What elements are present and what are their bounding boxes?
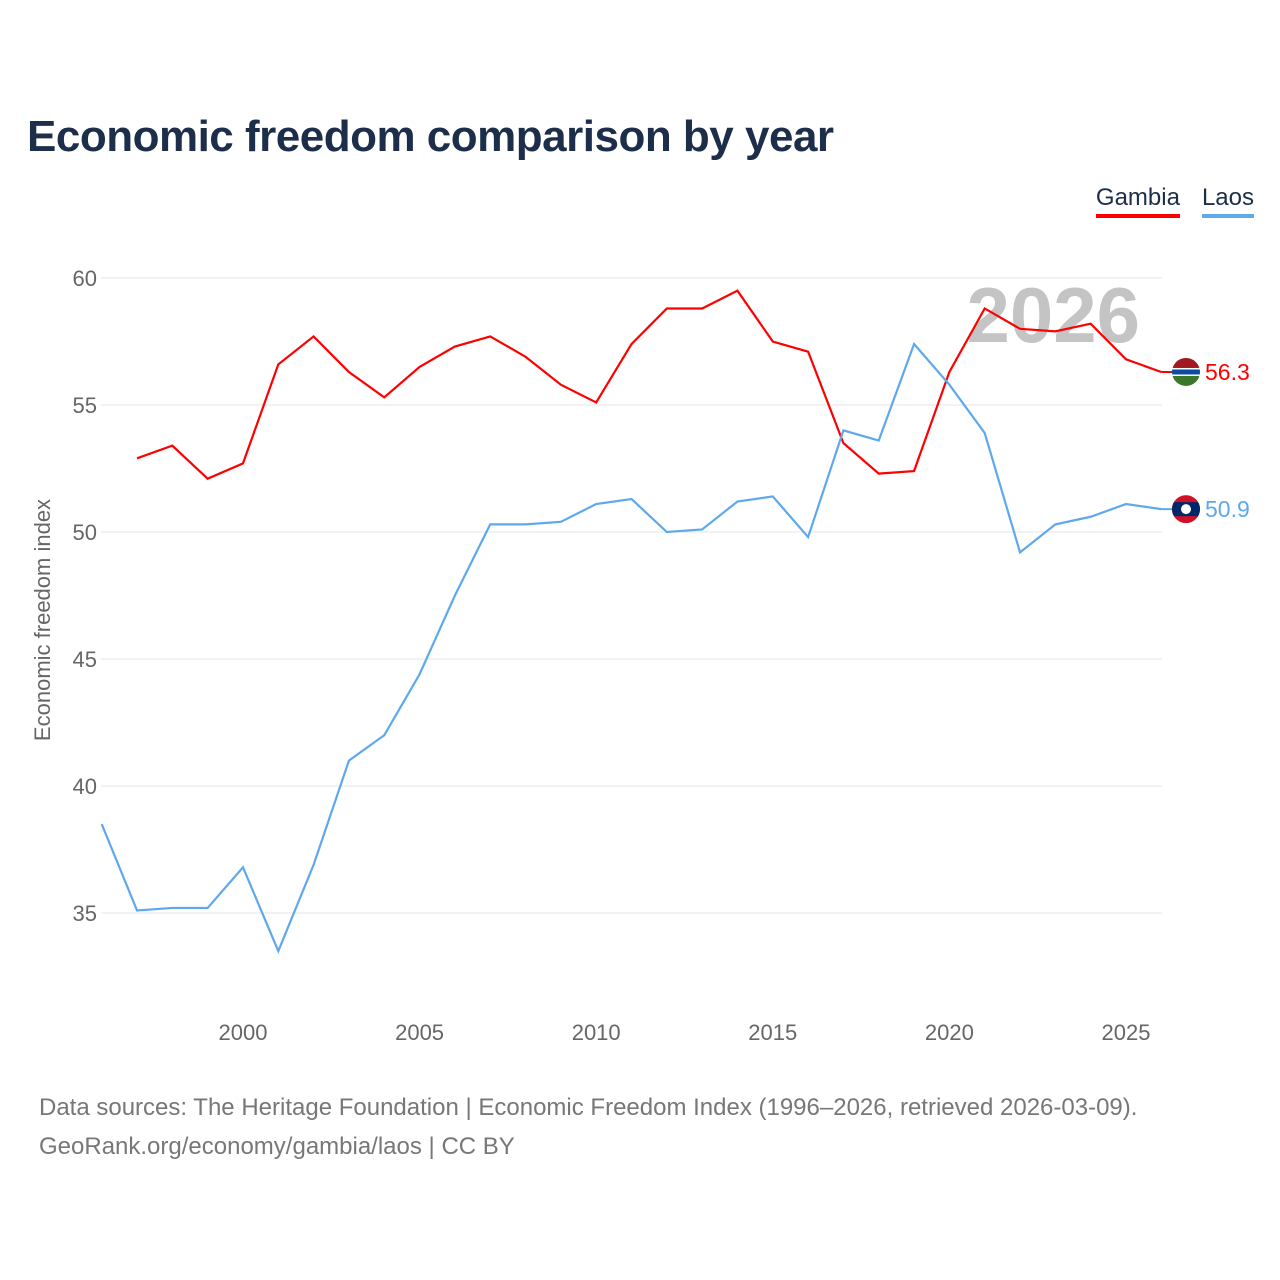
legend-laos[interactable]: Laos bbox=[1201, 184, 1254, 218]
y-tick-label: 45 bbox=[73, 647, 97, 672]
legend-gambia[interactable]: Gambia bbox=[1095, 184, 1180, 218]
series-line-laos bbox=[100, 341, 1162, 954]
end-value-label: 56.3 bbox=[1205, 359, 1250, 385]
laos-flag-icon bbox=[1172, 495, 1200, 524]
x-tick-label: 2005 bbox=[395, 1020, 444, 1045]
x-tick-label: 2000 bbox=[219, 1020, 268, 1045]
y-tick-label: 55 bbox=[73, 393, 97, 418]
x-tick-label: 2020 bbox=[925, 1020, 974, 1045]
x-tick-label: 2025 bbox=[1102, 1020, 1151, 1045]
y-axis-label: Economic freedom index bbox=[30, 499, 55, 741]
legend: Gambia Laos bbox=[1095, 184, 1254, 218]
y-tick-label: 60 bbox=[73, 266, 97, 291]
gambia-flag-icon bbox=[1172, 357, 1200, 386]
y-tick-label: 35 bbox=[73, 901, 97, 926]
chart-title: Economic freedom comparison by year bbox=[27, 112, 834, 161]
y-tick-label: 40 bbox=[73, 774, 97, 799]
source-line-1: Data sources: The Heritage Foundation | … bbox=[39, 1094, 1138, 1121]
source-line-2[interactable]: GeoRank.org/economy/gambia/laos | CC BY bbox=[39, 1133, 515, 1160]
end-value-label: 50.9 bbox=[1205, 496, 1250, 522]
source-note: Data sources: The Heritage Foundation | … bbox=[39, 1088, 1137, 1166]
x-tick-label: 2015 bbox=[748, 1020, 797, 1045]
y-tick-label: 50 bbox=[73, 520, 97, 545]
x-tick-label: 2010 bbox=[572, 1020, 621, 1045]
series-line-gambia bbox=[136, 289, 1162, 480]
